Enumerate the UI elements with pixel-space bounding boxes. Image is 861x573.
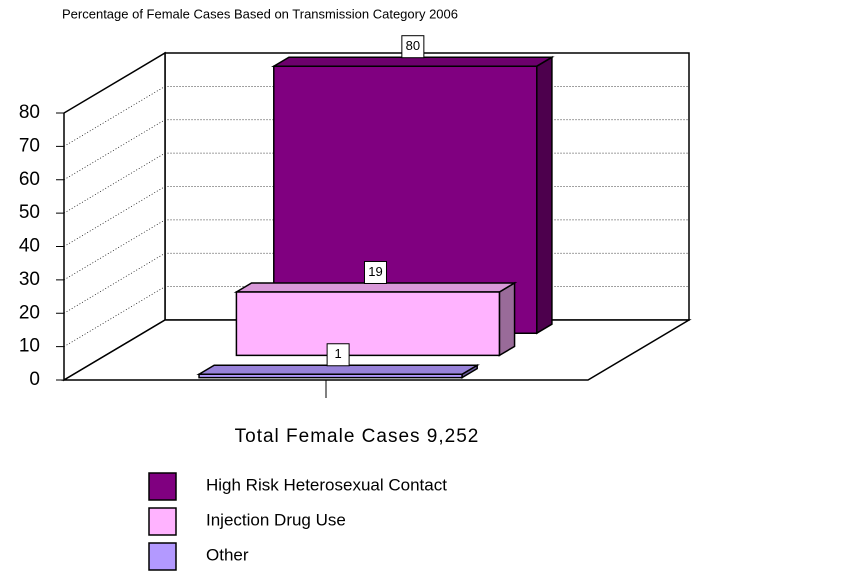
- value-label-box: [326, 343, 350, 367]
- y-tick-label: 30: [19, 269, 40, 290]
- grid-line: [63, 219, 689, 281]
- legend-label: High Risk Heterosexual Contact: [206, 475, 447, 494]
- y-tick-label: 80: [19, 102, 40, 123]
- x-axis-label: Total Female Cases 9,252: [235, 426, 480, 447]
- value-label-box: [363, 260, 387, 284]
- grid-line: [63, 186, 689, 247]
- grid-line: [63, 86, 689, 147]
- grid-line: [63, 286, 689, 347]
- bar-top: [233, 282, 518, 293]
- bar: [198, 373, 463, 379]
- bar-top: [196, 364, 480, 376]
- grid-line: [63, 52, 689, 114]
- grid-line: [63, 319, 689, 381]
- y-tick-label: 10: [19, 336, 40, 357]
- legend-swatch: [148, 472, 177, 501]
- y-tick-label: 40: [19, 236, 40, 257]
- bar-side: [536, 55, 553, 335]
- legend-label: Other: [206, 545, 249, 564]
- value-label: 1: [334, 346, 341, 361]
- legend-swatch: [148, 507, 177, 536]
- chart-title: Percentage of Female Cases Based on Tran…: [62, 6, 458, 21]
- grid-line: [63, 152, 689, 214]
- y-tick-label: 50: [19, 202, 40, 223]
- y-tick-label: 60: [19, 169, 40, 190]
- y-tick-label: 20: [19, 302, 40, 323]
- bar: [235, 291, 501, 357]
- legend-label: Injection Drug Use: [206, 510, 346, 529]
- y-tick-label: 70: [19, 135, 40, 156]
- value-label: 19: [368, 264, 382, 279]
- bar-side: [498, 281, 516, 357]
- bar-top: [271, 56, 555, 67]
- grid-line: [63, 252, 689, 314]
- y-tick-label: 0: [29, 369, 40, 390]
- legend-swatch: [148, 542, 177, 571]
- grid-line: [63, 119, 689, 181]
- value-label-box: [401, 35, 425, 59]
- value-label: 80: [406, 38, 420, 53]
